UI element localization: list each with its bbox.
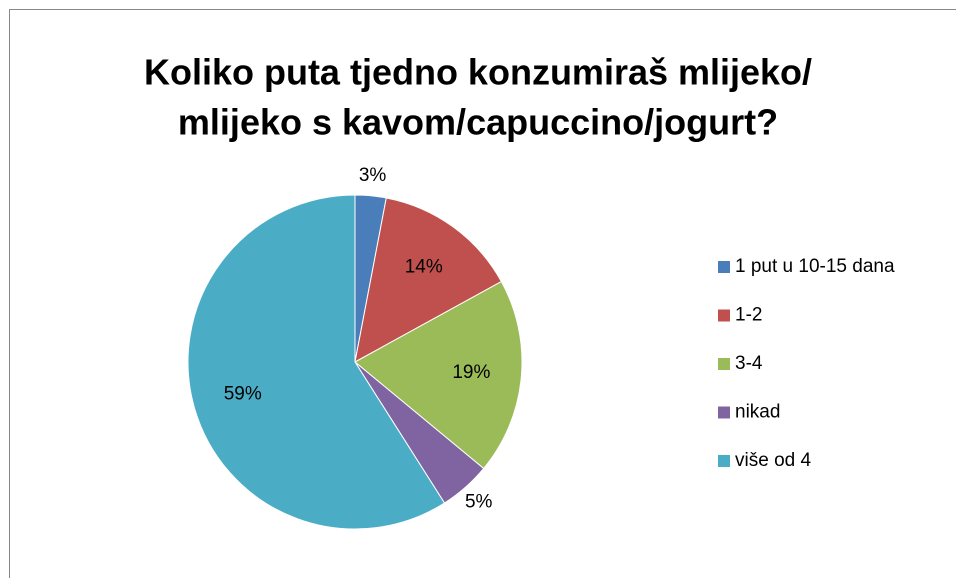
pie-slice bbox=[187, 194, 446, 530]
chart-title: mlijeko s kavom/capuccino/jogurt? bbox=[178, 102, 778, 143]
pie-slice bbox=[354, 197, 503, 363]
data-label: 59% bbox=[224, 384, 262, 405]
legend-swatch bbox=[718, 406, 730, 419]
legend-swatch bbox=[718, 309, 730, 322]
legend-swatch bbox=[718, 261, 730, 273]
data-label: 14% bbox=[405, 256, 443, 277]
legend-label: 3-4 bbox=[735, 353, 763, 374]
data-label: 3% bbox=[359, 165, 387, 186]
chart-title: Koliko puta tjedno konzumiraš mlijeko/ bbox=[144, 52, 812, 93]
legend-label: više od 4 bbox=[735, 450, 811, 471]
data-label: 19% bbox=[452, 362, 490, 383]
legend-swatch bbox=[718, 455, 730, 467]
legend-label: 1-2 bbox=[735, 305, 762, 326]
legend-label: 1 put u 10-15 dana bbox=[735, 256, 895, 277]
pie-slice bbox=[354, 280, 523, 470]
data-label: 5% bbox=[465, 491, 493, 512]
legend-swatch bbox=[718, 358, 730, 370]
legend-label: nikad bbox=[735, 402, 780, 423]
